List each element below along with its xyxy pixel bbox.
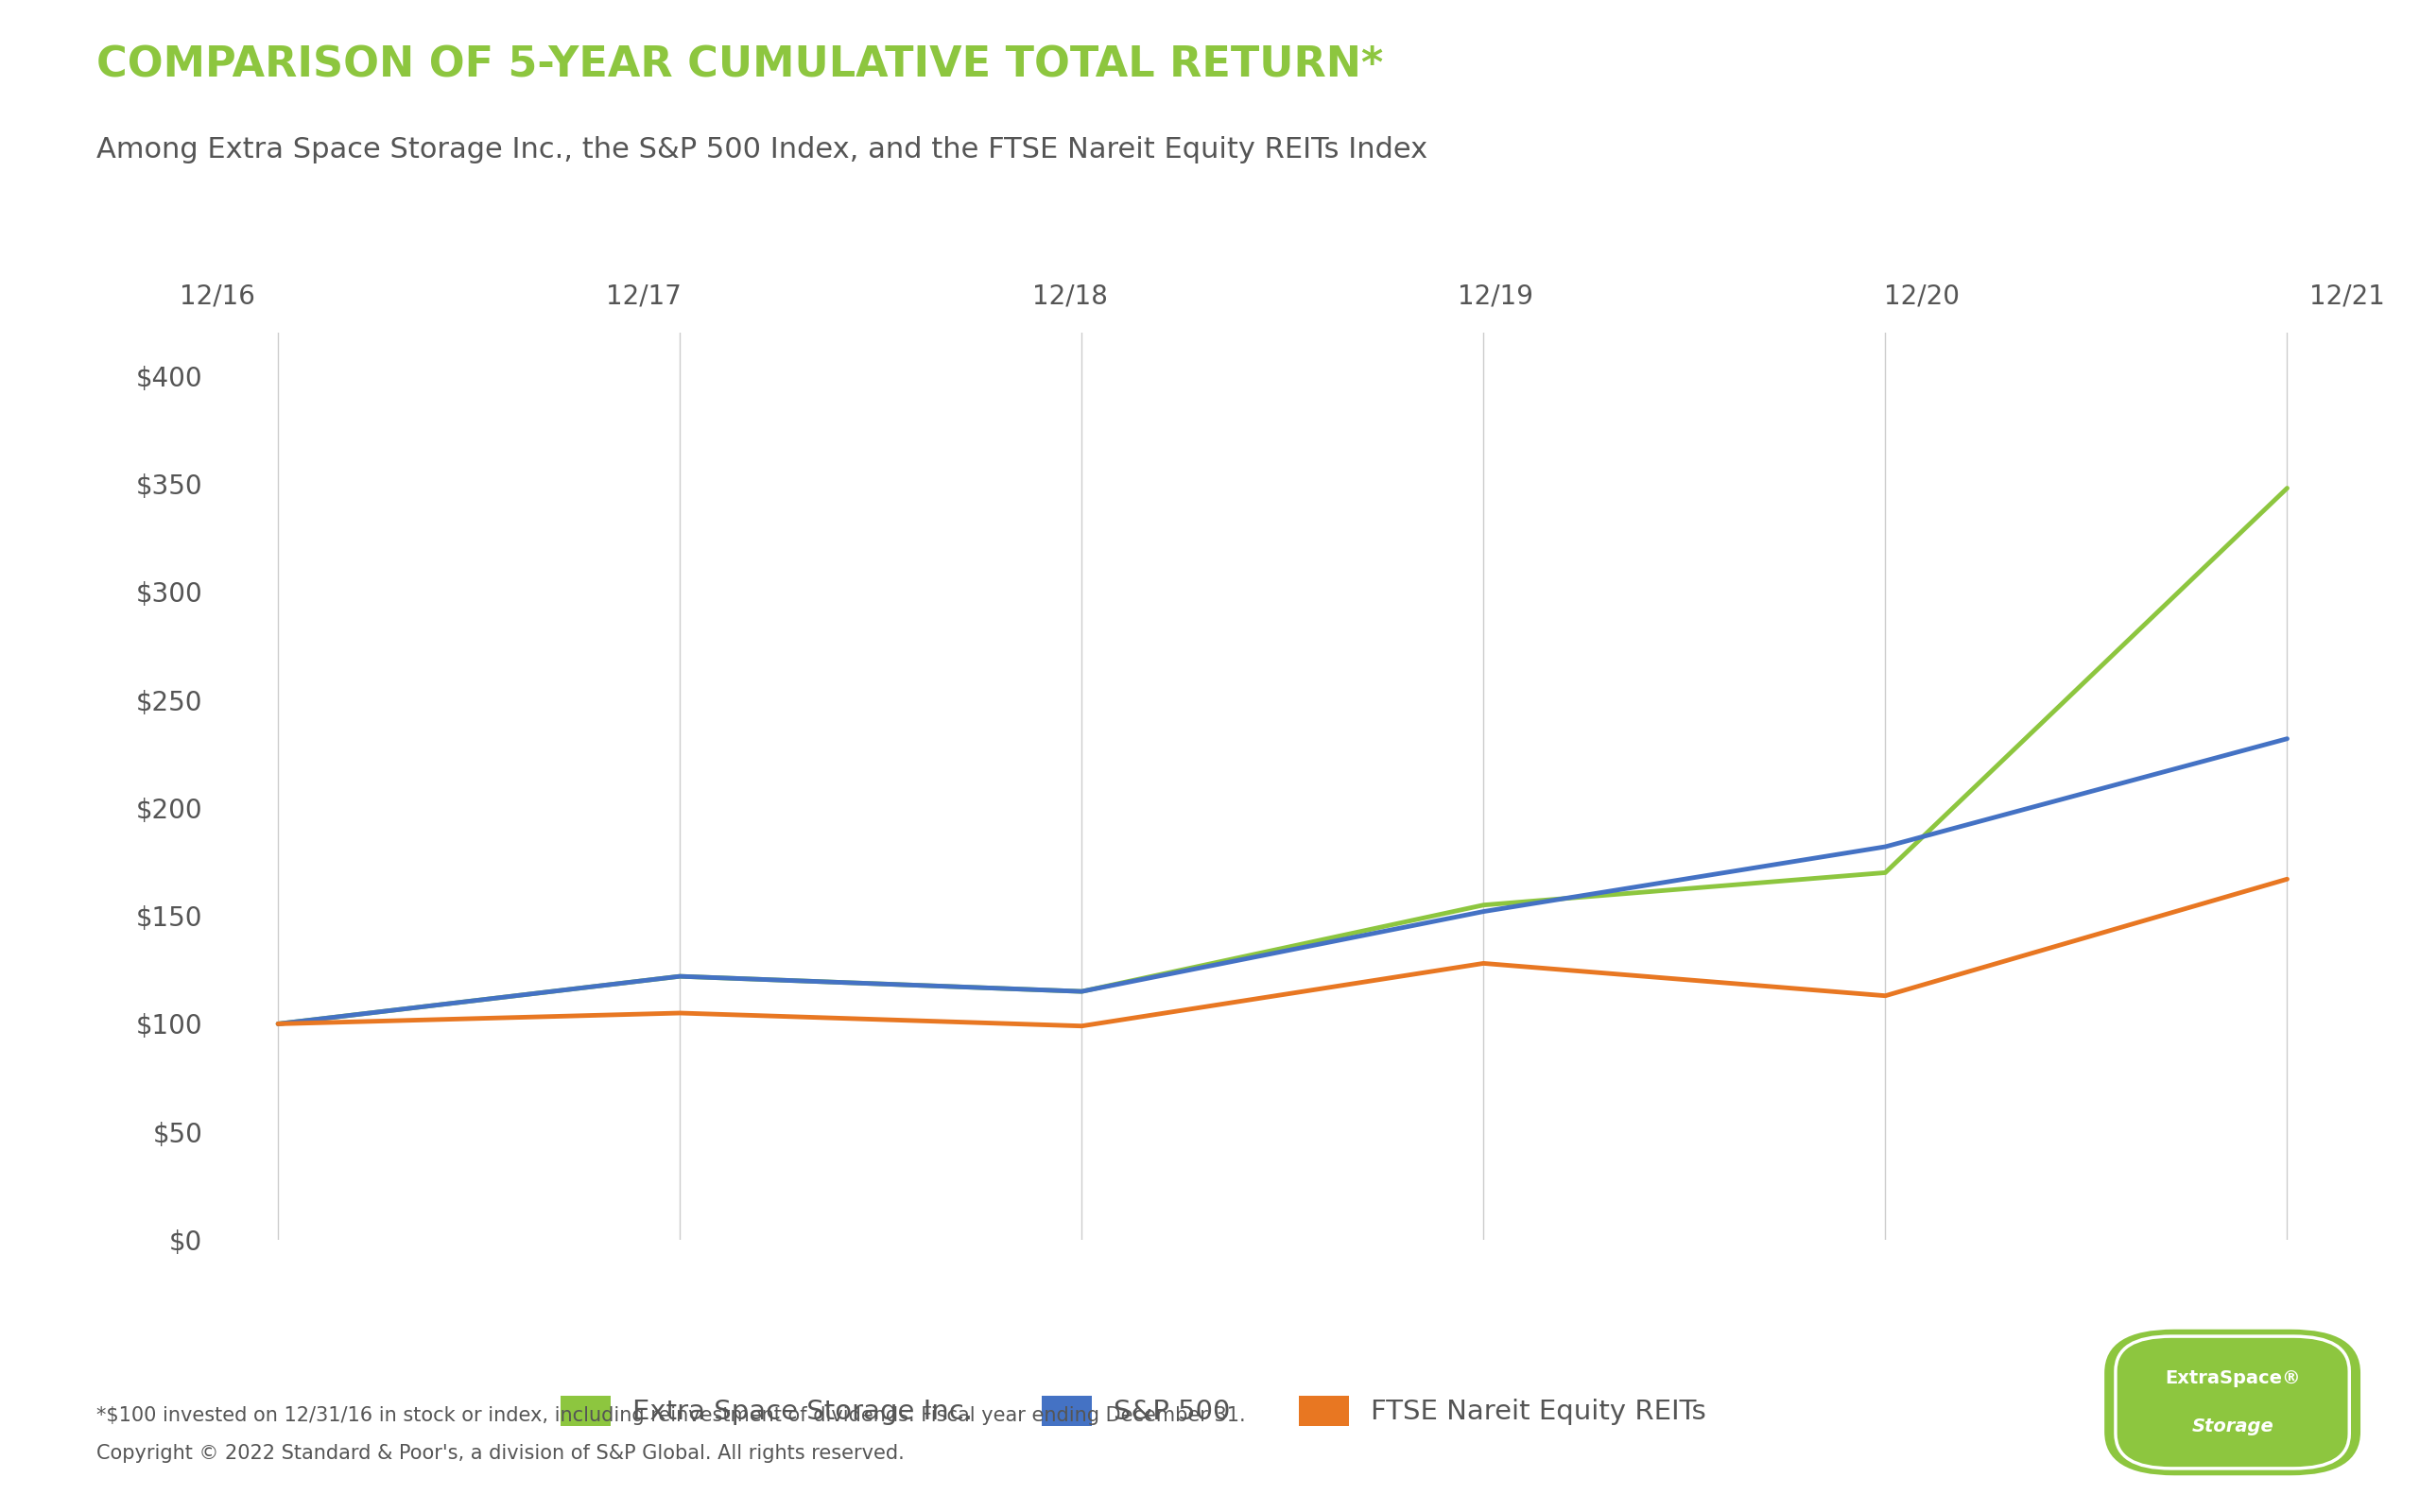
Text: 12/20: 12/20: [1883, 284, 1960, 310]
Text: 12/18: 12/18: [1031, 284, 1108, 310]
Text: Among Extra Space Storage Inc., the S&P 500 Index, and the FTSE Nareit Equity RE: Among Extra Space Storage Inc., the S&P …: [97, 136, 1428, 163]
Text: Copyright © 2022 Standard & Poor's, a division of S&P Global. All rights reserve: Copyright © 2022 Standard & Poor's, a di…: [97, 1444, 905, 1464]
Text: 12/19: 12/19: [1457, 284, 1534, 310]
Text: 12/21: 12/21: [2309, 284, 2386, 310]
Legend: Extra Space Storage Inc., S&P 500, FTSE Nareit Equity REITs: Extra Space Storage Inc., S&P 500, FTSE …: [561, 1396, 1706, 1426]
FancyBboxPatch shape: [2105, 1329, 2360, 1476]
Text: ExtraSpace®: ExtraSpace®: [2163, 1368, 2301, 1387]
Text: COMPARISON OF 5-YEAR CUMULATIVE TOTAL RETURN*: COMPARISON OF 5-YEAR CUMULATIVE TOTAL RE…: [97, 45, 1384, 86]
Text: *$100 invested on 12/31/16 in stock or index, including reinvestment of dividend: *$100 invested on 12/31/16 in stock or i…: [97, 1406, 1246, 1424]
Text: 12/16: 12/16: [179, 284, 257, 310]
Text: 12/17: 12/17: [605, 284, 682, 310]
Text: Storage: Storage: [2193, 1418, 2272, 1436]
